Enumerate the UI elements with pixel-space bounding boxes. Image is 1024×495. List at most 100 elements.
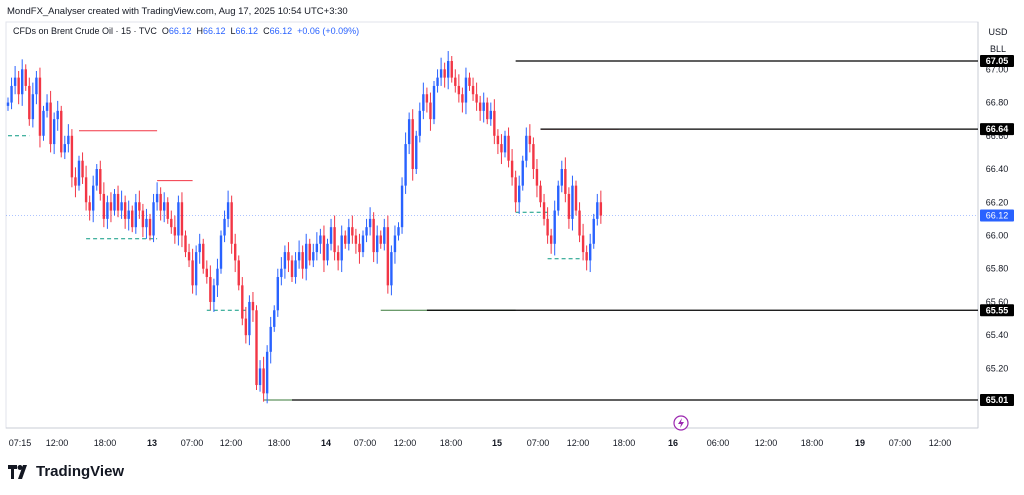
- tradingview-logo-icon: [8, 464, 27, 479]
- candle-body: [557, 185, 560, 211]
- candle-body: [17, 77, 20, 95]
- candle-body: [493, 110, 496, 136]
- candle-body: [510, 160, 514, 178]
- candle-body: [241, 285, 244, 319]
- candle-body: [84, 177, 88, 203]
- low-label: L: [230, 26, 236, 36]
- candle-body: [276, 277, 279, 311]
- candle-body: [404, 144, 407, 186]
- candle-body: [280, 268, 283, 278]
- candle-body: [166, 202, 169, 219]
- x-tick-label: 12:00: [567, 438, 590, 448]
- candle-body: [542, 202, 546, 219]
- candle-body: [351, 227, 354, 236]
- x-tick-label: 12:00: [755, 438, 778, 448]
- candle-body: [571, 185, 574, 219]
- candle-body: [234, 243, 237, 261]
- candle-body: [95, 169, 98, 186]
- candle-body: [273, 310, 276, 327]
- candle-body: [564, 169, 567, 194]
- x-tick-label: 07:00: [354, 438, 377, 448]
- candle-body: [45, 102, 49, 111]
- candle-body: [397, 227, 400, 236]
- candle-body: [184, 235, 187, 253]
- candle-body: [415, 135, 418, 170]
- candle-body: [422, 94, 425, 111]
- candle-body: [358, 243, 361, 253]
- candle-body: [546, 218, 549, 236]
- candle-body: [251, 301, 255, 311]
- candle-body: [269, 326, 272, 352]
- candle-body: [589, 243, 592, 261]
- candle-body: [347, 227, 350, 244]
- x-tick-label: 13: [147, 438, 157, 448]
- candle-body: [145, 218, 148, 228]
- lightning-icon[interactable]: [673, 415, 689, 431]
- candle-body: [10, 85, 13, 103]
- level-tag-label: 65.55: [986, 305, 1009, 315]
- candle-body: [173, 227, 177, 236]
- candle-body: [290, 260, 294, 278]
- tradingview-logo[interactable]: TradingView: [8, 463, 124, 480]
- candle-body: [471, 85, 475, 95]
- candle-body: [60, 110, 63, 153]
- candle-body: [361, 235, 365, 253]
- open-value: 66.12: [168, 26, 192, 36]
- candle-body: [475, 94, 478, 103]
- candle-body: [539, 185, 542, 203]
- y-tick-label: 66.40: [986, 164, 1009, 174]
- x-tick-label: 18:00: [94, 438, 117, 448]
- candle-body: [77, 160, 81, 186]
- candle-body: [383, 227, 386, 244]
- candle-body: [31, 94, 35, 120]
- level-tag: [980, 394, 1014, 406]
- candle-body: [88, 202, 91, 211]
- candle-body: [553, 210, 556, 244]
- y-tick-label: 65.60: [986, 297, 1009, 307]
- candle-body: [237, 260, 240, 286]
- x-tick-label: 18:00: [613, 438, 636, 448]
- candle-body: [407, 119, 411, 145]
- candle-body: [393, 235, 397, 253]
- candle-body: [102, 193, 106, 219]
- candle-body: [99, 169, 102, 194]
- candle-body: [336, 252, 340, 261]
- x-tick-label: 07:00: [889, 438, 912, 448]
- candle-body: [216, 268, 219, 286]
- candle-body: [436, 77, 439, 86]
- candle-body: [230, 202, 233, 244]
- x-tick-label: 12:00: [220, 438, 243, 448]
- candle-body: [390, 252, 393, 286]
- candlestick-chart[interactable]: 67.00 66.80 66.60 66.40 66.20 66.00 65.80 65.60…: [0, 0, 1024, 460]
- close-label: C: [263, 26, 270, 36]
- candle-body: [432, 85, 436, 120]
- candle-body: [49, 102, 52, 145]
- candle-body: [106, 202, 109, 219]
- unit-label: BLL: [989, 44, 1006, 54]
- candle-body: [578, 210, 581, 236]
- x-tick-label: 15: [492, 438, 502, 448]
- candle-body: [308, 243, 311, 261]
- candle-body: [258, 368, 262, 386]
- candle-body: [447, 61, 450, 78]
- candle-body: [177, 202, 180, 236]
- candle-body: [163, 202, 166, 211]
- candle-body: [148, 218, 152, 236]
- candle-body: [599, 202, 603, 216]
- y-tick-label: 65.20: [986, 363, 1009, 373]
- candle-body: [219, 235, 223, 269]
- change-value: +0.06 (+0.09%): [297, 26, 360, 36]
- candle-body: [354, 235, 358, 244]
- candle-body: [478, 102, 482, 111]
- level-tag-label: 67.05: [986, 56, 1009, 66]
- candle-body: [503, 135, 507, 153]
- candle-body: [454, 77, 457, 86]
- candle-body: [116, 193, 120, 211]
- candle-body: [187, 252, 191, 261]
- candle-body: [223, 218, 226, 236]
- y-tick-label: 66.20: [986, 197, 1009, 207]
- candle-body: [205, 268, 208, 278]
- candle-body: [35, 77, 38, 95]
- candle-body: [74, 177, 77, 186]
- candle-body: [56, 110, 59, 120]
